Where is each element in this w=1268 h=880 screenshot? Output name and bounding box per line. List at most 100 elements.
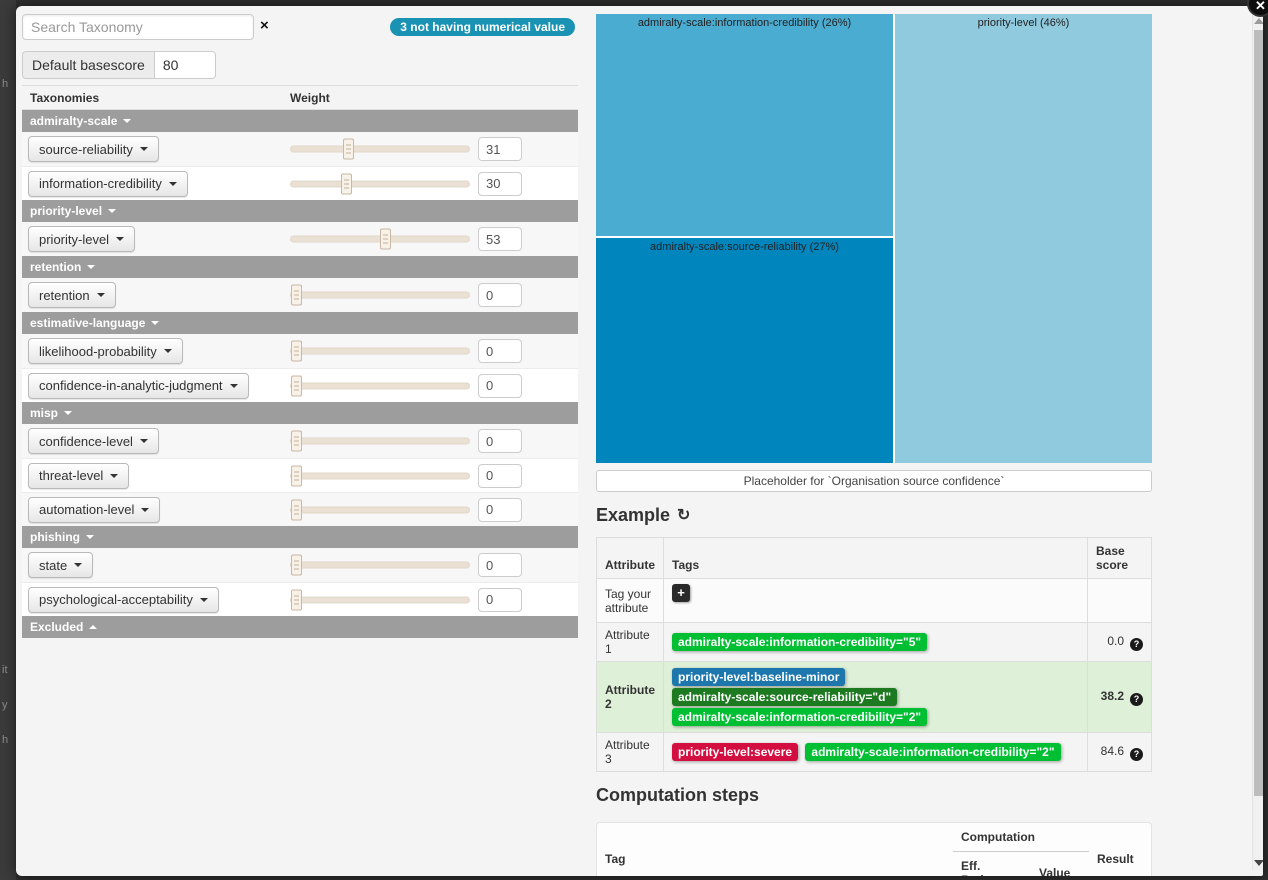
group-label: retention: [30, 260, 82, 274]
preview-panel: admiralty-scale:information-credibility …: [596, 14, 1152, 876]
dropdown-label: likelihood-probability: [39, 343, 157, 359]
tag: admiralty-scale:information-credibility=…: [672, 633, 928, 651]
example-title-text: Example: [596, 505, 671, 525]
slider-handle[interactable]: [342, 138, 354, 160]
chevron-down-icon: [139, 439, 148, 443]
slider-handle[interactable]: [291, 375, 302, 396]
slider-handle[interactable]: [291, 465, 302, 486]
slider-handle[interactable]: [291, 589, 302, 610]
question-circle-icon[interactable]: ?: [1130, 692, 1143, 706]
weight-slider[interactable]: [290, 589, 470, 610]
taxonomy-row-confidence-in-analytic-judgment: confidence-in-analytic-judgment: [22, 368, 578, 402]
weight-slider[interactable]: [290, 138, 470, 160]
chevron-down-icon: [86, 535, 94, 539]
page-backdrop: h it y h: [0, 0, 16, 880]
table-row-attribute-2: Attribute 2 priority-level:baseline-mino…: [596, 661, 1152, 733]
taxonomy-row-confidence-level: confidence-level: [22, 424, 578, 458]
search-input[interactable]: [22, 14, 254, 40]
computation-steps-title: Computation steps: [596, 785, 1152, 806]
weight-slider[interactable]: [290, 430, 470, 452]
taxonomy-group-estimative-language[interactable]: estimative-language: [22, 312, 578, 334]
dropdown-label: automation-level: [39, 502, 135, 517]
add-tag-button[interactable]: +: [672, 584, 690, 602]
taxonomy-dropdown-confidence-level[interactable]: confidence-level: [28, 428, 159, 454]
dropdown-label: information-credibility: [39, 176, 162, 191]
weight-slider[interactable]: [290, 465, 470, 486]
weight-input[interactable]: [478, 227, 522, 251]
clear-search-icon[interactable]: ×: [260, 17, 269, 34]
taxonomy-group-retention[interactable]: retention: [22, 256, 578, 278]
dropdown-label: source-reliability: [39, 141, 133, 157]
example-section-title: Example ↻: [596, 505, 1152, 526]
weight-input[interactable]: [478, 373, 522, 398]
chevron-down-icon: [87, 265, 96, 269]
close-icon[interactable]: ✕: [1247, 0, 1268, 17]
chevron-down-icon: [64, 411, 73, 415]
chevron-down-icon: [168, 181, 177, 186]
taxonomy-dropdown-threat-level[interactable]: threat-level: [28, 462, 130, 489]
taxonomy-dropdown-automation-level[interactable]: automation-level: [28, 496, 161, 523]
weight-input[interactable]: [478, 497, 522, 522]
taxonomy-dropdown-psychological-acceptability[interactable]: psychological-acceptability: [28, 586, 219, 613]
chevron-down-icon: [229, 383, 238, 388]
taxonomy-group-excluded[interactable]: Excluded: [22, 616, 578, 638]
weight-slider[interactable]: [290, 340, 470, 362]
column-header-computation: Computation: [953, 823, 1089, 852]
weight-input[interactable]: [478, 339, 522, 363]
weight-input[interactable]: [478, 429, 522, 453]
weight-slider[interactable]: [290, 499, 470, 520]
question-circle-icon[interactable]: ?: [1130, 747, 1143, 761]
dropdown-label: priority-level: [39, 231, 110, 247]
slider-handle[interactable]: [379, 228, 391, 250]
taxonomy-dropdown-confidence-in-analytic-judgment[interactable]: confidence-in-analytic-judgment: [28, 372, 249, 399]
computation-steps-table: Tag Computation Result Eff. Ratio Value …: [597, 823, 1151, 876]
refresh-icon[interactable]: ↻: [677, 506, 691, 524]
weight-treemap: admiralty-scale:information-credibility …: [596, 14, 1152, 463]
slider-handle[interactable]: [291, 499, 302, 520]
taxonomy-dropdown-retention[interactable]: retention: [28, 282, 116, 308]
dropdown-label: state: [39, 557, 68, 573]
taxonomy-group-priority-level[interactable]: priority-level: [22, 200, 578, 222]
slider-handle[interactable]: [341, 173, 353, 194]
slider-handle[interactable]: [291, 340, 302, 362]
chevron-down-icon: [139, 147, 148, 151]
group-label: phishing: [30, 530, 80, 544]
taxonomy-dropdown-information-credibility[interactable]: information-credibility: [28, 170, 188, 197]
weight-slider[interactable]: [290, 228, 470, 250]
weight-input[interactable]: [478, 137, 522, 161]
taxonomy-dropdown-source-reliability[interactable]: source-reliability: [28, 136, 159, 162]
weight-slider[interactable]: [290, 375, 470, 396]
question-circle-icon[interactable]: ?: [1130, 637, 1143, 651]
vertical-scrollbar[interactable]: [1252, 14, 1263, 870]
weight-input[interactable]: [478, 171, 522, 196]
taxonomy-group-phishing[interactable]: phishing: [22, 526, 578, 548]
scrollbar-thumb[interactable]: [1254, 30, 1263, 796]
weight-input[interactable]: [478, 283, 522, 307]
weight-slider[interactable]: [290, 173, 470, 194]
org-source-confidence-input[interactable]: [596, 470, 1152, 492]
taxonomy-row-threat-level: threat-level: [22, 458, 578, 492]
weight-input[interactable]: [478, 587, 522, 612]
scroll-down-arrow-icon[interactable]: [1254, 860, 1263, 866]
slider-handle[interactable]: [291, 430, 302, 452]
dropdown-label: confidence-level: [39, 433, 133, 449]
treemap-cell-label: admiralty-scale:information-credibility …: [637, 17, 852, 29]
column-header-tag: Tag: [605, 851, 626, 866]
scroll-up-arrow-icon[interactable]: [1254, 18, 1263, 24]
slider-handle[interactable]: [291, 554, 302, 576]
chevron-down-icon: [110, 473, 119, 478]
weight-input[interactable]: [478, 553, 522, 577]
backdrop-text-fragment: y: [2, 699, 8, 711]
taxonomy-group-admiralty-scale[interactable]: admiralty-scale: [22, 110, 578, 132]
computation-table-subheader: Eff. Ratio Value: [597, 852, 1151, 876]
column-header-tags: Tags: [663, 537, 1088, 579]
taxonomy-group-misp[interactable]: misp: [22, 402, 578, 424]
weight-input[interactable]: [478, 463, 522, 488]
weight-slider[interactable]: [290, 554, 470, 576]
default-basescore-input[interactable]: [153, 51, 216, 79]
taxonomy-dropdown-likelihood-probability[interactable]: likelihood-probability: [28, 338, 183, 364]
weight-slider[interactable]: [290, 284, 470, 306]
slider-handle[interactable]: [291, 284, 302, 306]
taxonomy-dropdown-state[interactable]: state: [28, 552, 94, 578]
taxonomy-dropdown-priority-level[interactable]: priority-level: [28, 226, 136, 252]
